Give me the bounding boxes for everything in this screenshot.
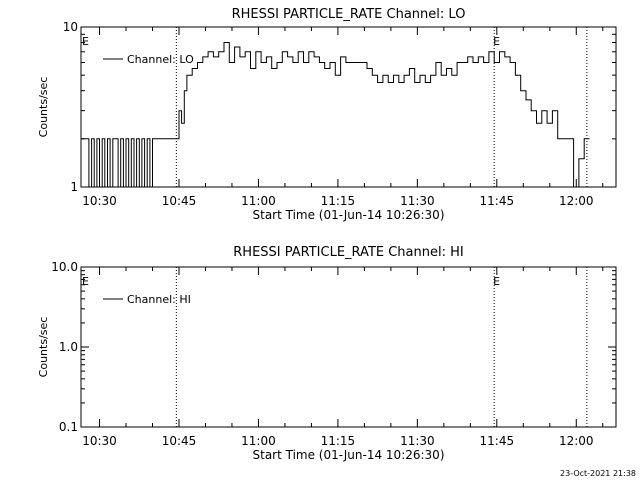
x-axis-label: Start Time (01-Jun-14 10:26:30): [253, 448, 445, 462]
x-tick-label: 10:30: [82, 194, 117, 208]
event-marker-label: E: [493, 35, 500, 48]
y-tick-label: 0.1: [59, 420, 78, 434]
y-axis-label: Counts/sec: [37, 77, 50, 138]
y-tick-label: 10.0: [51, 260, 78, 274]
chart-title: RHESSI PARTICLE_RATE Channel: HI: [233, 245, 463, 260]
y-axis-label: Counts/sec: [37, 317, 50, 378]
x-tick-label: 11:00: [241, 194, 276, 208]
x-tick-label: 10:30: [82, 434, 117, 448]
x-tick-label: 11:00: [241, 434, 276, 448]
event-marker-label: E: [82, 35, 89, 48]
x-tick-label: 11:30: [400, 434, 435, 448]
series-line: [81, 42, 590, 188]
x-tick-label: 12:00: [559, 434, 594, 448]
legend-entry: Channel: HI: [127, 293, 191, 306]
chart-panel-hi: RHESSI PARTICLE_RATE Channel: HI Counts/s…: [37, 245, 617, 462]
y-tick-label: 1: [70, 180, 78, 194]
x-tick-label: 11:30: [400, 194, 435, 208]
y-tick-label: 10: [63, 20, 78, 34]
plot-frame: [80, 266, 617, 428]
x-tick-label: 11:45: [480, 434, 515, 448]
x-tick-label: 12:00: [559, 194, 594, 208]
plot-frame: [80, 26, 617, 188]
x-tick-label: 11:15: [321, 434, 356, 448]
event-marker-label: E: [493, 275, 500, 288]
y-tick-label: 1.0: [59, 340, 78, 354]
x-tick-label: 10:45: [162, 434, 197, 448]
x-axis-label: Start Time (01-Jun-14 10:26:30): [253, 208, 445, 222]
legend-entry: Channel: LO: [127, 53, 194, 66]
event-marker-label: E: [82, 275, 89, 288]
chart-title: RHESSI PARTICLE_RATE Channel: LO: [232, 7, 466, 22]
x-tick-label: 11:15: [321, 194, 356, 208]
chart-panel-lo: RHESSI PARTICLE_RATE Channel: LO Counts/s…: [37, 7, 617, 222]
x-tick-label: 10:45: [162, 194, 197, 208]
footer-timestamp: 23-Oct-2021 21:38: [560, 469, 636, 478]
x-tick-label: 11:45: [480, 194, 515, 208]
